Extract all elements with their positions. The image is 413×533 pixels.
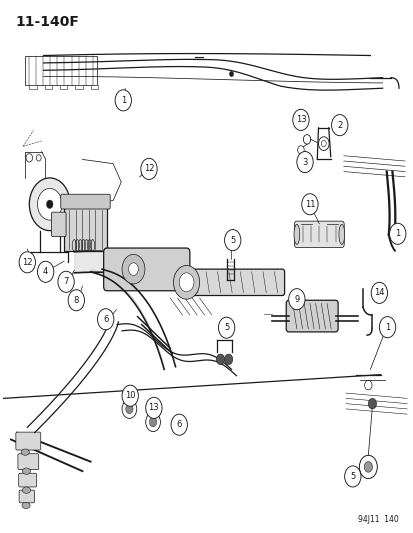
Circle shape <box>370 282 387 303</box>
Text: 1: 1 <box>394 229 399 238</box>
FancyBboxPatch shape <box>61 194 110 209</box>
Text: 12: 12 <box>143 164 154 173</box>
Circle shape <box>38 189 62 220</box>
Circle shape <box>216 354 224 365</box>
Bar <box>45 85 52 89</box>
Ellipse shape <box>22 487 31 494</box>
Circle shape <box>301 193 317 215</box>
Ellipse shape <box>338 224 344 244</box>
Ellipse shape <box>21 449 29 455</box>
Circle shape <box>68 290 84 311</box>
Text: 4: 4 <box>43 267 48 276</box>
Circle shape <box>171 414 187 435</box>
Text: 6: 6 <box>103 315 108 324</box>
Circle shape <box>122 385 138 406</box>
Text: 13: 13 <box>148 403 159 413</box>
Circle shape <box>173 265 199 299</box>
FancyBboxPatch shape <box>64 207 107 251</box>
Circle shape <box>344 466 360 487</box>
FancyBboxPatch shape <box>294 221 343 247</box>
Bar <box>60 85 67 89</box>
FancyBboxPatch shape <box>285 300 337 332</box>
Text: 5: 5 <box>230 236 235 245</box>
Text: 14: 14 <box>373 288 384 297</box>
Circle shape <box>224 354 232 365</box>
Text: 5: 5 <box>223 323 229 332</box>
Circle shape <box>141 169 147 176</box>
Circle shape <box>296 151 313 173</box>
Text: 9: 9 <box>294 295 299 304</box>
Text: 3: 3 <box>301 158 307 167</box>
Circle shape <box>179 273 193 292</box>
Circle shape <box>126 404 133 414</box>
Text: 2: 2 <box>336 120 342 130</box>
Circle shape <box>368 398 375 409</box>
FancyBboxPatch shape <box>19 490 35 503</box>
Ellipse shape <box>293 224 299 244</box>
Circle shape <box>149 417 157 427</box>
FancyBboxPatch shape <box>18 454 39 470</box>
FancyBboxPatch shape <box>16 432 40 450</box>
Circle shape <box>288 289 304 310</box>
Text: 94J11  140: 94J11 140 <box>357 515 398 524</box>
Circle shape <box>378 317 395 338</box>
Bar <box>75 85 83 89</box>
Circle shape <box>145 413 160 432</box>
Ellipse shape <box>22 502 30 508</box>
Bar <box>90 85 98 89</box>
Text: 7: 7 <box>63 277 69 286</box>
Text: 11: 11 <box>304 200 314 209</box>
Circle shape <box>145 397 161 418</box>
Text: 5: 5 <box>349 472 355 481</box>
Circle shape <box>29 178 70 231</box>
Ellipse shape <box>22 468 31 474</box>
Text: 1: 1 <box>120 96 126 105</box>
Text: 11-140F: 11-140F <box>15 15 79 29</box>
Text: 8: 8 <box>74 296 79 305</box>
Circle shape <box>19 252 36 273</box>
Circle shape <box>224 230 240 251</box>
Bar <box>29 85 37 89</box>
Circle shape <box>363 462 372 472</box>
Circle shape <box>389 223 405 244</box>
Circle shape <box>331 115 347 136</box>
Circle shape <box>97 309 114 330</box>
Circle shape <box>292 109 309 131</box>
Text: 12: 12 <box>22 258 33 267</box>
Circle shape <box>46 200 53 208</box>
FancyBboxPatch shape <box>19 473 37 487</box>
Text: 6: 6 <box>176 420 181 429</box>
Circle shape <box>128 263 138 276</box>
Bar <box>25 55 97 85</box>
Circle shape <box>229 71 233 77</box>
Circle shape <box>58 271 74 292</box>
Circle shape <box>218 317 234 338</box>
Circle shape <box>140 158 157 180</box>
Text: 10: 10 <box>125 391 135 400</box>
FancyBboxPatch shape <box>51 212 66 237</box>
FancyBboxPatch shape <box>103 248 190 291</box>
Circle shape <box>122 399 136 418</box>
Text: 1: 1 <box>384 322 389 332</box>
Circle shape <box>115 90 131 111</box>
Circle shape <box>38 261 54 282</box>
Circle shape <box>122 254 145 284</box>
Circle shape <box>358 455 376 479</box>
Text: 13: 13 <box>295 115 306 124</box>
FancyBboxPatch shape <box>184 269 284 295</box>
